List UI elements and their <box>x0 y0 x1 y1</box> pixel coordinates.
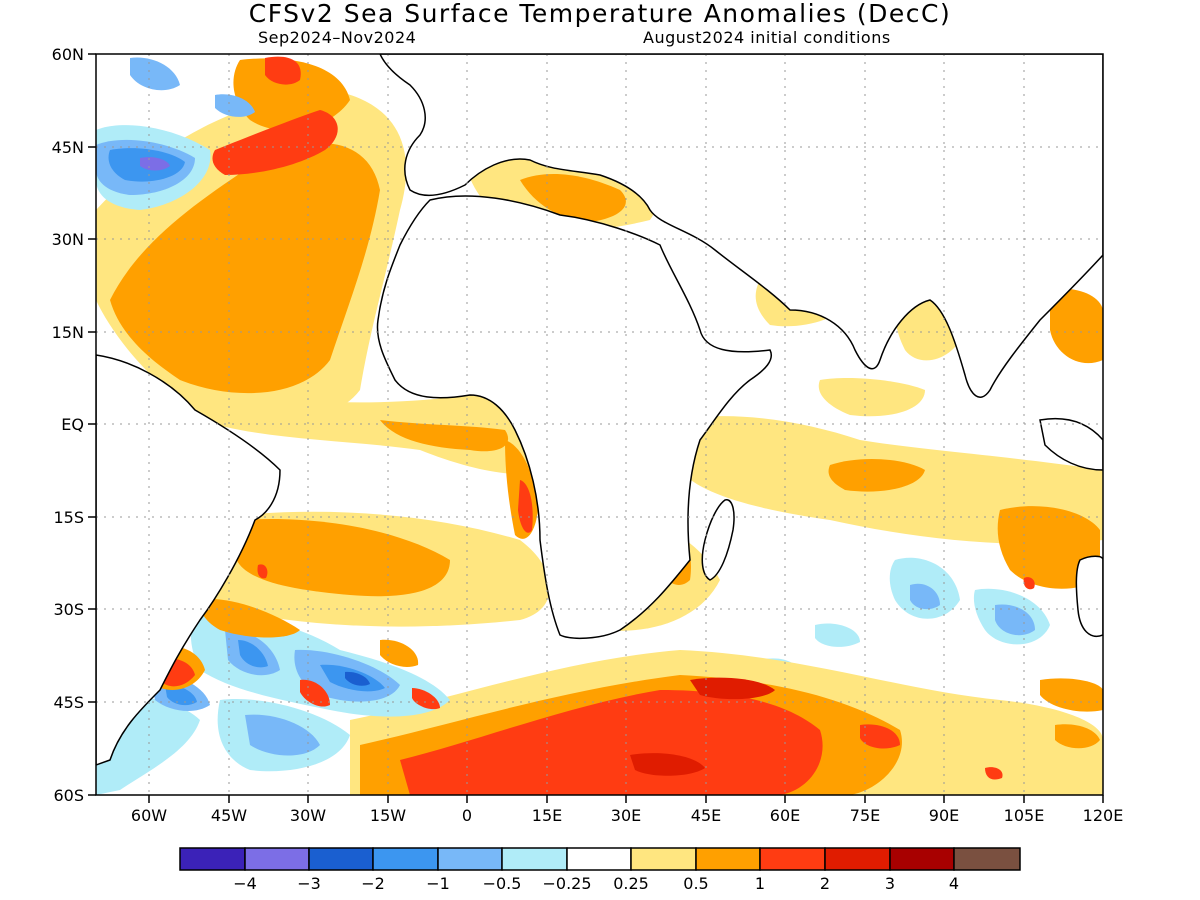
colorbar-label: 0.5 <box>683 874 708 893</box>
colorbar-label: 4 <box>949 874 959 893</box>
anomaly-region <box>140 157 170 171</box>
map-title: CFSv2 Sea Surface Temperature Anomalies … <box>248 0 952 28</box>
lat-label: EQ <box>61 415 84 434</box>
colorbar-swatch <box>437 847 503 871</box>
anomaly-region <box>235 519 450 597</box>
colorbar-label: 0.25 <box>613 874 649 893</box>
land-australia <box>1075 555 1103 637</box>
lat-label: 15S <box>53 508 84 527</box>
anomaly-region <box>345 671 370 686</box>
anomaly-region <box>818 378 925 417</box>
anomaly-field <box>96 54 1103 795</box>
lat-label: 15N <box>52 323 84 342</box>
anomaly-region <box>985 767 1003 780</box>
anomaly-region <box>518 480 533 533</box>
anomaly-region <box>130 57 180 91</box>
colorbar-label: 2 <box>820 874 830 893</box>
lon-label: 30E <box>611 806 641 825</box>
anomaly-region <box>257 564 268 579</box>
lon-label: 15E <box>532 806 562 825</box>
colorbar-label: −1 <box>426 874 450 893</box>
land-europe-asia <box>379 54 1103 398</box>
lat-axis <box>88 53 96 796</box>
lon-label: 90E <box>929 806 959 825</box>
anomaly-region <box>110 143 380 394</box>
lon-label: 60W <box>131 806 167 825</box>
colorbar-swatch <box>824 847 891 871</box>
anomaly-region <box>910 583 940 610</box>
land-africa <box>376 195 772 640</box>
land-south-america <box>96 354 281 766</box>
anomaly-region <box>630 753 705 776</box>
colorbar <box>179 847 1021 871</box>
lon-label: 45E <box>691 806 721 825</box>
anomaly-region <box>380 639 419 667</box>
lat-label: 60N <box>52 45 84 64</box>
colorbar-swatch <box>566 847 632 871</box>
colorbar-swatch <box>953 847 1021 871</box>
anomaly-region <box>412 688 440 710</box>
colorbar-swatch <box>179 847 246 871</box>
lat-label: 60S <box>53 786 84 805</box>
lon-label: 75E <box>850 806 880 825</box>
land-madagascar <box>701 499 735 581</box>
anomaly-region <box>380 420 509 452</box>
anomaly-region <box>995 604 1035 636</box>
anomaly-region <box>400 690 823 795</box>
anomaly-region <box>212 110 338 175</box>
anomaly-region <box>1050 288 1103 364</box>
lon-label: 60E <box>770 806 800 825</box>
subtitle-period: Sep2024–Nov2024 <box>258 28 417 47</box>
gridlines <box>96 54 1103 795</box>
colorbar-swatch <box>630 847 697 871</box>
anomaly-region <box>180 385 540 474</box>
lon-label: 120E <box>1083 806 1124 825</box>
lat-label: 45S <box>53 693 84 712</box>
anomaly-region <box>1023 577 1035 590</box>
colorbar-label: 3 <box>885 874 895 893</box>
anomaly-region <box>690 677 775 700</box>
anomaly-region <box>860 724 900 749</box>
lon-axis <box>148 795 1104 803</box>
subtitle-initial-conditions: August2024 initial conditions <box>643 28 891 47</box>
colorbar-swatch <box>308 847 374 871</box>
colorbar-label: −2 <box>361 874 385 893</box>
colorbar-label: −0.5 <box>483 874 522 893</box>
anomaly-region <box>520 174 626 222</box>
colorbar-swatch <box>695 847 761 871</box>
colorbar-label: 1 <box>755 874 765 893</box>
lon-label: 45W <box>211 806 247 825</box>
colorbar-swatch <box>889 847 955 871</box>
colorbar-label: −0.25 <box>542 874 591 893</box>
colorbar-swatch <box>244 847 310 871</box>
lat-label: 45N <box>52 138 84 157</box>
anomaly-region <box>238 640 268 668</box>
colorbar-label: −4 <box>233 874 257 893</box>
lon-label: 15W <box>370 806 406 825</box>
lon-label: 105E <box>1004 806 1045 825</box>
anomaly-region <box>828 458 925 492</box>
lat-label: 30S <box>53 600 84 619</box>
lon-label: 0 <box>462 806 472 825</box>
colorbar-swatch <box>372 847 439 871</box>
lat-label: 30N <box>52 230 84 249</box>
colorbar-swatch <box>759 847 826 871</box>
anomaly-region <box>215 94 255 117</box>
colorbar-swatch <box>501 847 568 871</box>
colorbar-label: −3 <box>297 874 321 893</box>
anomaly-region <box>245 714 320 756</box>
anomaly-region <box>997 506 1100 589</box>
lon-label: 30W <box>290 806 326 825</box>
land-indonesia <box>1039 418 1103 471</box>
anomaly-region <box>265 56 301 85</box>
anomaly-region <box>1055 724 1100 749</box>
anomaly-region <box>1040 678 1103 712</box>
anomaly-region <box>815 623 860 647</box>
